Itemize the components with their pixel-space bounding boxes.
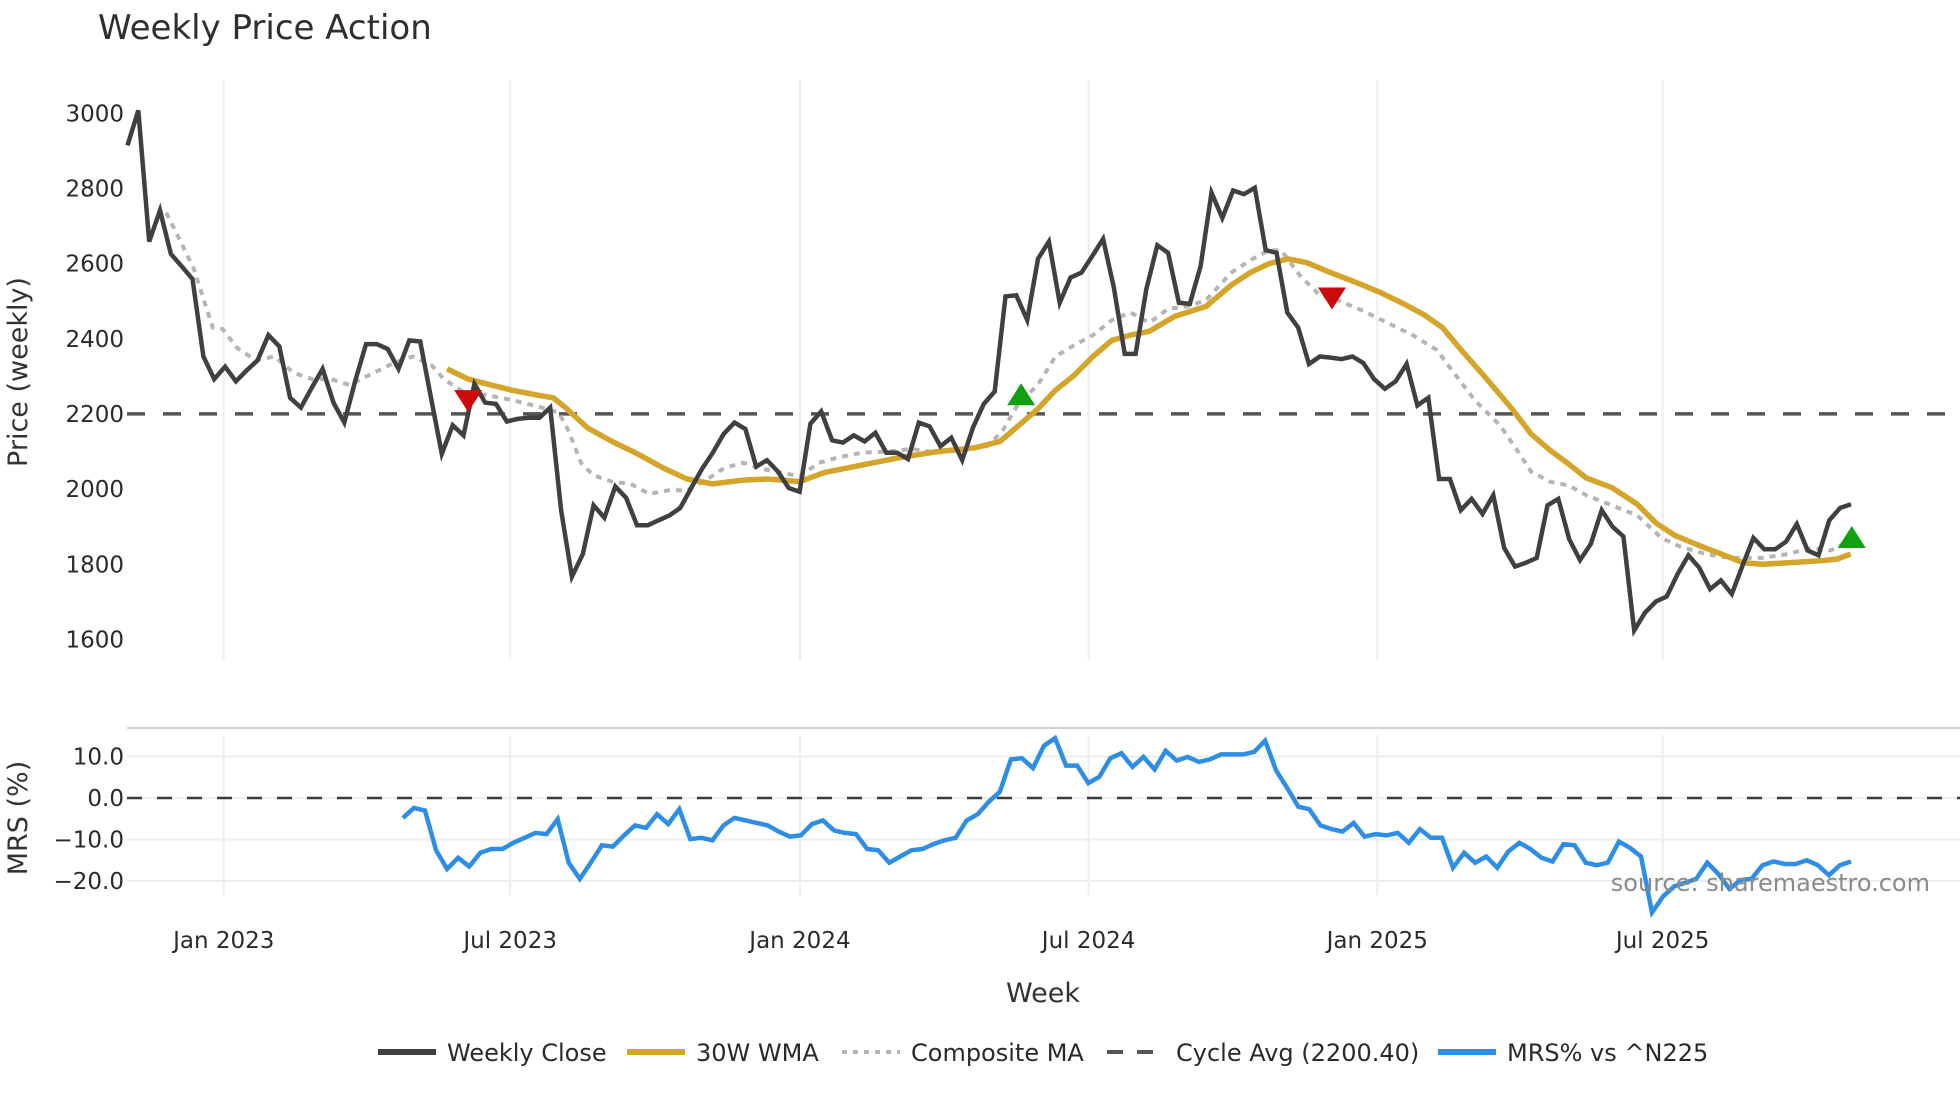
chart-title: Weekly Price Action xyxy=(98,8,432,48)
x-tick-label: Jan 2025 xyxy=(1325,928,1428,954)
mrs-y-tick: 10.0 xyxy=(73,745,124,771)
price-y-tick: 2800 xyxy=(65,177,124,203)
price-y-tick: 1600 xyxy=(65,627,124,653)
buy-signal-icon xyxy=(1007,383,1036,406)
buy-signal-icon xyxy=(1837,525,1866,548)
x-tick-label: Jan 2024 xyxy=(747,928,850,954)
legend-label: Composite MA xyxy=(911,1039,1084,1067)
price-y-tick: 3000 xyxy=(65,101,124,127)
sell-signal-icon xyxy=(1317,287,1346,310)
legend-label: Cycle Avg (2200.40) xyxy=(1176,1039,1419,1067)
legend-label: 30W WMA xyxy=(696,1039,819,1067)
price-panel: 1600 1800 2000 2200 2400 2600 2800 3000 Price (… xyxy=(3,101,1960,653)
price-y-tick: 2200 xyxy=(65,402,124,428)
weekly-close-line xyxy=(125,109,1852,638)
x-tick-label: Jul 2024 xyxy=(1040,928,1136,954)
x-tick-label: Jan 2023 xyxy=(171,928,274,954)
signal-markers xyxy=(454,287,1866,548)
x-axis-label: Week xyxy=(1006,978,1080,1009)
x-tick-label: Jul 2023 xyxy=(461,928,557,954)
mrs-y-tick: −10.0 xyxy=(54,828,124,854)
sell-signal-icon xyxy=(454,390,483,413)
source-watermark: source: sharemaestro.com xyxy=(1611,869,1930,897)
mrs-y-tick: −20.0 xyxy=(54,869,124,895)
price-y-tick: 2000 xyxy=(65,477,124,503)
legend: Weekly Close 30W WMA Composite MA Cycle Avg… xyxy=(378,1039,1708,1067)
mrs-line xyxy=(401,734,1852,919)
price-y-tick: 2400 xyxy=(65,327,124,353)
price-y-axis-label: Price (weekly) xyxy=(3,277,34,467)
x-tick-label: Jul 2025 xyxy=(1614,928,1710,954)
legend-label: Weekly Close xyxy=(447,1039,607,1067)
price-y-ticks: 1600 1800 2000 2200 2400 2600 2800 3000 xyxy=(65,101,124,653)
mrs-y-tick: 0.0 xyxy=(87,786,124,812)
x-gridlines xyxy=(222,80,1664,895)
price-y-tick: 2600 xyxy=(65,252,124,278)
price-y-tick: 1800 xyxy=(65,552,124,578)
mrs-panel: −20.0 −10.0 0.0 10.0 MRS (%) source: sharem… xyxy=(3,727,1960,919)
mrs-y-axis-label: MRS (%) xyxy=(3,761,34,876)
legend-label: MRS% vs ^N225 xyxy=(1507,1039,1708,1067)
x-axis-ticks: Jan 2023 Jul 2023 Jan 2024 Jul 2024 Jan 2025… xyxy=(171,928,1709,954)
composite-ma-line xyxy=(164,211,1852,560)
wma-line xyxy=(445,256,1852,568)
